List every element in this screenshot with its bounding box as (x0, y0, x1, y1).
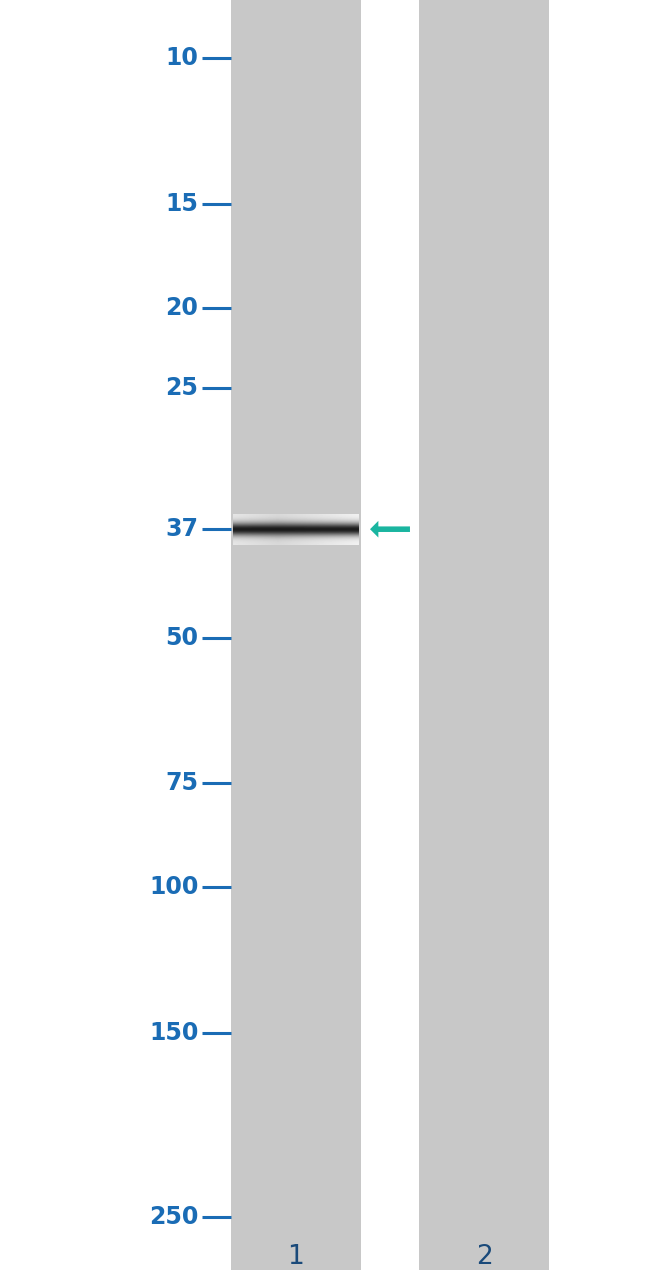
Text: 150: 150 (149, 1021, 198, 1045)
Text: 10: 10 (165, 47, 198, 70)
Text: 100: 100 (149, 875, 198, 899)
Text: 50: 50 (165, 626, 198, 649)
Text: 1: 1 (287, 1245, 304, 1270)
Text: 250: 250 (149, 1205, 198, 1228)
Text: 37: 37 (165, 517, 198, 541)
Bar (419, 0, 549, 1270)
Text: 2: 2 (476, 1245, 493, 1270)
Bar (231, 0, 361, 1270)
Text: 75: 75 (165, 771, 198, 795)
Text: 15: 15 (165, 192, 198, 216)
Text: 20: 20 (165, 296, 198, 320)
Text: 25: 25 (165, 376, 198, 400)
